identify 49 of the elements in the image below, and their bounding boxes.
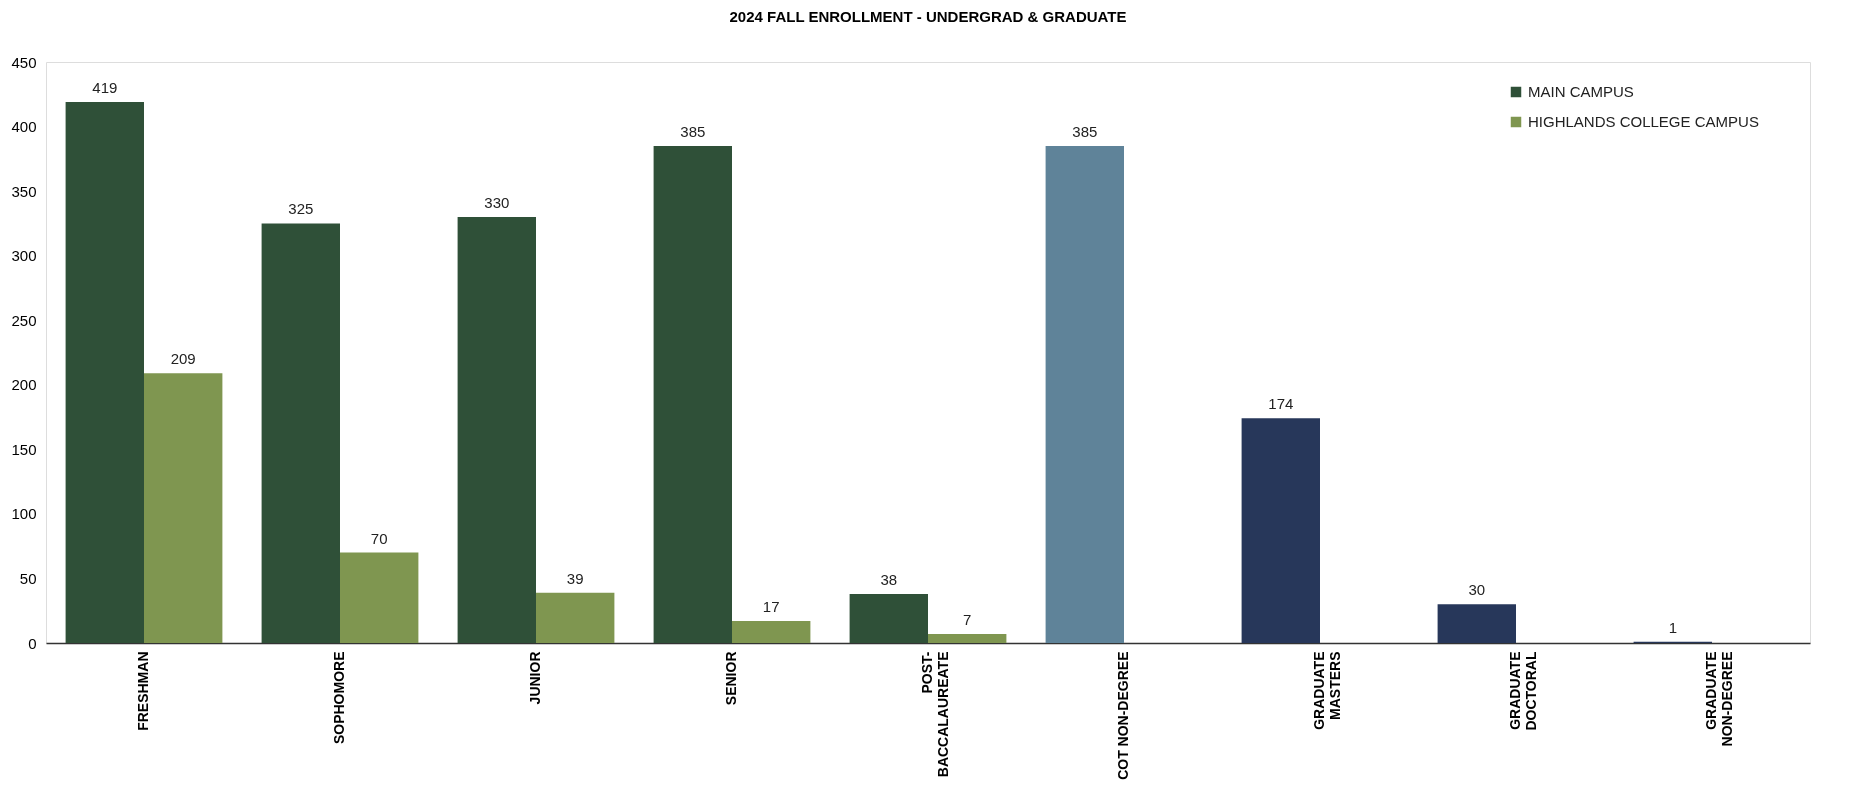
data-label: 39 <box>566 569 584 587</box>
x-tick-label: SENIOR <box>723 651 739 706</box>
bar <box>340 552 419 643</box>
x-tick-label: GRADUATE NON-DEGREE <box>1703 651 1735 747</box>
data-label: 325 <box>288 200 314 218</box>
bar <box>65 102 144 643</box>
x-tick-label: JUNIOR <box>527 651 543 705</box>
data-label: 209 <box>170 350 196 368</box>
x-tick-label: SOPHOMORE <box>331 651 347 745</box>
bar <box>1045 145 1124 643</box>
y-tick-label: 450 <box>11 53 37 71</box>
data-label: 419 <box>92 79 118 97</box>
y-tick-label: 350 <box>11 182 37 200</box>
legend-label: MAIN CAMPUS <box>1528 83 1634 100</box>
y-tick-label: 50 <box>19 569 37 587</box>
bar <box>261 223 340 643</box>
bar <box>144 373 223 643</box>
x-tick-label: GRADUATE DOCTORAL <box>1507 651 1539 731</box>
y-tick-label: 250 <box>11 311 37 329</box>
y-tick-label: 150 <box>11 440 37 458</box>
bar <box>536 592 615 643</box>
y-tick-label: 0 <box>28 634 37 652</box>
bar <box>849 593 928 643</box>
legend-label: HIGHLANDS COLLEGE CAMPUS <box>1528 113 1759 130</box>
bar <box>1241 418 1320 643</box>
data-label: 1 <box>1668 618 1677 636</box>
y-tick-label: 200 <box>11 376 37 394</box>
x-tick-label: FRESHMAN <box>135 651 151 731</box>
bar <box>653 145 732 643</box>
chart-title: 2024 FALL ENROLLMENT - UNDERGRAD & GRADUATE <box>729 8 1127 25</box>
bar <box>928 633 1007 643</box>
y-tick-label: 100 <box>11 505 37 523</box>
x-tick-label: GRADUATE MASTERS <box>1311 651 1343 730</box>
bar <box>457 216 536 643</box>
y-tick-label: 400 <box>11 118 37 136</box>
data-label: 17 <box>762 598 780 616</box>
x-tick-label: COT NON-DEGREE <box>1115 651 1131 780</box>
data-label: 385 <box>680 122 706 140</box>
data-label: 330 <box>484 193 510 211</box>
bar <box>732 621 811 643</box>
data-label: 385 <box>1072 122 1098 140</box>
y-tick-label: 300 <box>11 247 37 265</box>
data-label: 174 <box>1268 395 1294 413</box>
x-tick-label: POST- BACCALAUREATE <box>919 651 951 778</box>
bar <box>1437 604 1516 643</box>
data-label: 7 <box>963 610 972 628</box>
data-label: 38 <box>880 570 898 588</box>
data-label: 70 <box>370 529 388 547</box>
data-label: 30 <box>1468 581 1486 599</box>
